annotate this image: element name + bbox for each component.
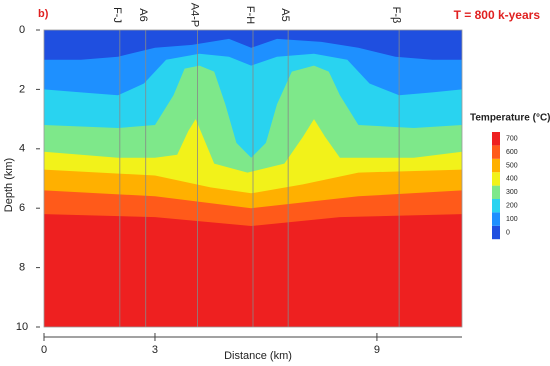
- colorbar-label: 300: [506, 189, 518, 196]
- colorbar-swatch: [492, 172, 500, 186]
- x-axis-label: Distance (km): [224, 350, 292, 362]
- well-label: A6: [137, 8, 149, 21]
- y-tick-label: 0: [19, 24, 25, 36]
- well-label: A4-P: [189, 3, 201, 27]
- x-tick-label: 9: [374, 344, 380, 356]
- y-tick-label: 6: [19, 202, 25, 214]
- colorbar-swatch: [492, 158, 500, 173]
- well-label: F-J: [111, 7, 123, 23]
- well-label: A5: [279, 8, 291, 21]
- x-tick-label: 0: [41, 344, 47, 356]
- x-tick-label: 3: [152, 344, 158, 356]
- colorbar-label: 200: [506, 203, 518, 210]
- y-axis-label: Depth (km): [3, 158, 15, 212]
- colorbar-label: 500: [506, 162, 518, 169]
- y-tick-label: 10: [16, 321, 28, 333]
- y-tick-label: 4: [19, 143, 25, 155]
- colorbar-label: 700: [506, 136, 518, 143]
- well-label: F-β: [390, 7, 402, 24]
- colorbar-swatch: [492, 185, 500, 199]
- y-tick-label: 2: [19, 83, 25, 95]
- colorbar-swatch: [492, 225, 500, 240]
- chart-subtitle: T = 800 k-years: [454, 8, 541, 22]
- colorbar-label: 400: [506, 176, 518, 183]
- chart-title: b): [38, 8, 49, 20]
- colorbar-label: 600: [506, 149, 518, 156]
- colorbar-swatch: [492, 132, 500, 146]
- colorbar-label: 0: [506, 229, 510, 236]
- y-tick-label: 8: [19, 262, 25, 274]
- colorbar-swatch: [492, 212, 500, 226]
- colorbar-swatch: [492, 199, 500, 213]
- colorbar-title: Temperature (°C): [470, 113, 550, 124]
- colorbar-label: 100: [506, 216, 518, 223]
- plot-frame: [43, 29, 463, 328]
- colorbar-swatch: [492, 145, 500, 159]
- well-label: F-H: [244, 6, 256, 24]
